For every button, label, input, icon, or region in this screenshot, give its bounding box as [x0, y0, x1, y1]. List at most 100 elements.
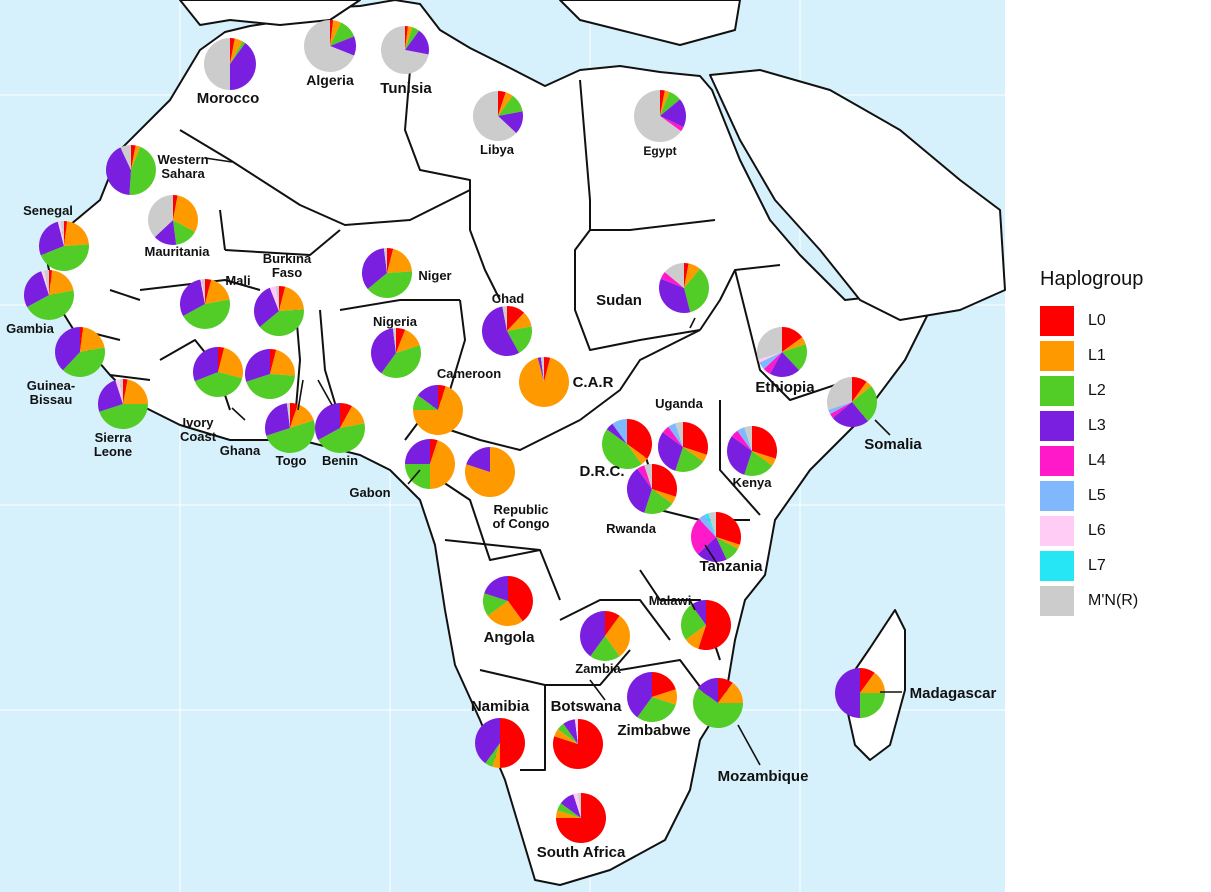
- pie-slice-botswana-l3: [563, 719, 578, 744]
- pie-slice-south-africa-l6: [573, 793, 581, 818]
- label-line: Western: [157, 152, 208, 167]
- legend-swatch: [1040, 445, 1074, 476]
- label-c-a-r: C.A.R: [573, 374, 614, 391]
- pie-slice-morocco-m-n-r: [204, 38, 230, 90]
- pie-guinea-bissau: [55, 327, 106, 377]
- pie-slice-zambia-l3: [579, 610, 605, 657]
- pie-slice-mauritania-l1: [173, 195, 199, 233]
- label-libya: Libya: [480, 142, 515, 157]
- pie-slice-libya-l0: [498, 91, 506, 116]
- pie-slice-malawi-l2: [680, 604, 706, 640]
- pie-slice-ethiopia-l3: [769, 352, 800, 377]
- pie-slice-ivory-coast-l3: [193, 347, 218, 382]
- legend-swatch: [1040, 375, 1074, 406]
- pie-slice-uganda-l2: [675, 447, 704, 473]
- pie-slice-zimbabwe-l1: [652, 689, 678, 705]
- pie-slice-cameroon-l0: [438, 385, 446, 410]
- pie-slice-cameroon-l3: [417, 384, 438, 410]
- pie-c-a-r: [518, 357, 569, 408]
- pie-slice-algeria-l2: [330, 22, 355, 46]
- pie-slice-kenya-l3: [726, 436, 752, 475]
- pie-slice-d-r-c-l1: [627, 444, 648, 465]
- pie-slice-mali-l1: [205, 279, 230, 304]
- pie-slice-tanzania-l2: [716, 537, 738, 560]
- pie-slice-gambia-l6: [41, 270, 49, 295]
- pie-slice-sierra-leone-l0: [123, 378, 128, 404]
- label-line: Ivory: [182, 415, 214, 430]
- label-line: Sierra: [95, 430, 133, 445]
- legend-swatch: [1040, 305, 1074, 336]
- pie-slice-ghana-l2: [246, 374, 295, 400]
- legend-item-l0: L0: [1030, 303, 1200, 338]
- pie-slice-western-sahara-l0: [131, 145, 136, 170]
- legend-swatch: [1040, 480, 1074, 511]
- label-uganda: Uganda: [655, 396, 703, 411]
- label-namibia: Namibia: [471, 698, 530, 715]
- pie-slice-mauritania-m-n-r: [148, 195, 173, 238]
- pie-slice-somalia-l1: [852, 381, 872, 402]
- pie-slice-western-sahara-l1: [131, 145, 141, 170]
- pie-slice-south-africa-l2: [557, 803, 581, 818]
- pie-slice-senegal-l6: [57, 221, 64, 246]
- pie-slice-ghana-l0: [270, 349, 277, 374]
- pie-togo: [264, 403, 316, 453]
- pie-slice-senegal-l2: [40, 244, 89, 271]
- pie-slice-libya-l2: [498, 95, 523, 116]
- pie-slice-kenya-l2: [744, 451, 773, 477]
- pie-slice-burkina-faso-l2: [259, 309, 304, 337]
- pie-slice-burkina-faso-l6: [269, 286, 279, 311]
- pie-slice-ghana-l1: [270, 349, 295, 376]
- pie-slice-algeria-l3: [330, 36, 356, 56]
- label-guinea-bissau: Guinea-Bissau: [27, 378, 75, 407]
- pie-slice-nigeria-l2: [381, 345, 422, 379]
- legend-label: M'N(R): [1088, 591, 1139, 609]
- pie-slice-republic-of-congo-l3: [466, 447, 490, 472]
- pie-slice-mali-m-n-r: [201, 279, 205, 304]
- pie-slice-algeria-m-n-r: [303, 20, 355, 72]
- label-mozambique: Mozambique: [718, 768, 809, 785]
- pie-slice-morocco-l3: [230, 42, 256, 90]
- label-ghana: Ghana: [220, 443, 261, 458]
- legend-swatch: [1040, 585, 1074, 616]
- pie-slice-ethiopia-l6: [758, 352, 782, 363]
- pie-slice-libya-l1: [498, 92, 513, 116]
- label-line: Burkina: [263, 251, 312, 266]
- pie-slice-somalia-l2: [852, 386, 878, 422]
- pie-slice-tanzania-m-n-r: [708, 512, 716, 537]
- pie-rwanda: [626, 464, 678, 515]
- pie-slice-cameroon-l1: [413, 386, 463, 435]
- pie-slice-morocco-l1: [230, 38, 243, 64]
- pie-sierra-leone: [97, 378, 149, 430]
- pie-slice-benin-l0: [340, 402, 353, 428]
- pie-slice-d-r-c-l0: [627, 419, 653, 459]
- pie-slice-d-r-c-l2: [601, 429, 642, 470]
- pie-south-africa: [556, 793, 606, 843]
- pie-benin: [314, 402, 366, 454]
- label-gambia: Gambia: [6, 321, 54, 336]
- pie-gambia: [23, 270, 75, 321]
- pie-slice-mali-l6: [200, 279, 205, 304]
- label-madagascar: Madagascar: [910, 685, 997, 702]
- label-senegal: Senegal: [23, 203, 73, 218]
- pie-slice-zambia-l0: [605, 611, 620, 636]
- pie-slice-egypt-l1: [660, 90, 670, 116]
- label-niger: Niger: [418, 268, 451, 283]
- pie-slice-madagascar-l3: [835, 668, 860, 718]
- label-kenya: Kenya: [732, 475, 772, 490]
- pie-slice-c-a-r-l3: [537, 357, 544, 382]
- pie-slice-benin-l2: [318, 423, 366, 454]
- pie-slice-gambia-l1: [49, 270, 74, 295]
- pie-slice-chad-l1: [507, 312, 532, 331]
- pie-egypt: [633, 89, 687, 143]
- pie-slice-mauritania-l3: [154, 220, 177, 245]
- pie-slice-benin-l1: [340, 406, 365, 428]
- label-burkina-faso: Burkina Faso: [263, 251, 312, 280]
- label-mali: Mali: [225, 273, 250, 288]
- pie-slice-angola-l1: [487, 601, 523, 627]
- pie-slice-tunisia-l0: [405, 26, 409, 50]
- pie-slice-mozambique-l2: [693, 688, 743, 728]
- label-d-r-c: D.R.C.: [580, 463, 625, 480]
- pie-slice-togo-l2: [266, 420, 316, 453]
- pie-niger: [362, 248, 412, 299]
